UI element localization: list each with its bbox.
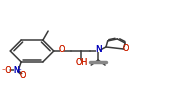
Bar — [14, 69, 17, 72]
Bar — [78, 61, 83, 63]
Bar — [4, 69, 9, 72]
Text: O: O — [19, 71, 26, 80]
Text: O: O — [122, 44, 129, 53]
Text: N: N — [95, 45, 102, 54]
Text: O: O — [58, 45, 65, 54]
Text: +: + — [17, 68, 21, 72]
Text: N: N — [13, 66, 19, 75]
Text: ⁻O: ⁻O — [1, 66, 12, 75]
Text: N: N — [13, 66, 19, 75]
Text: N: N — [95, 45, 102, 54]
Bar — [96, 50, 100, 52]
Text: O: O — [58, 45, 65, 54]
Text: O: O — [122, 44, 129, 53]
Bar — [124, 47, 127, 50]
Text: +: + — [17, 68, 21, 72]
Bar — [60, 50, 64, 52]
Text: OH: OH — [75, 58, 88, 67]
Bar — [21, 74, 24, 77]
Text: OH: OH — [75, 58, 88, 67]
Text: O: O — [19, 71, 26, 80]
Text: ⁻O: ⁻O — [1, 66, 12, 75]
